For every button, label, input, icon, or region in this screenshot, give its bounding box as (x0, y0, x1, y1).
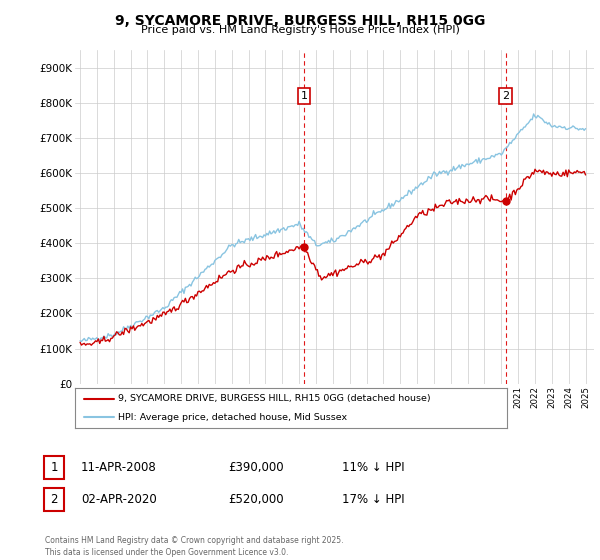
Text: £520,000: £520,000 (228, 493, 284, 506)
Text: Price paid vs. HM Land Registry's House Price Index (HPI): Price paid vs. HM Land Registry's House … (140, 25, 460, 35)
Text: 9, SYCAMORE DRIVE, BURGESS HILL, RH15 0GG: 9, SYCAMORE DRIVE, BURGESS HILL, RH15 0G… (115, 14, 485, 28)
Text: 1: 1 (301, 91, 307, 101)
Text: £390,000: £390,000 (228, 461, 284, 474)
Text: 02-APR-2020: 02-APR-2020 (81, 493, 157, 506)
Text: 11% ↓ HPI: 11% ↓ HPI (342, 461, 404, 474)
Text: HPI: Average price, detached house, Mid Sussex: HPI: Average price, detached house, Mid … (118, 413, 347, 422)
Text: 17% ↓ HPI: 17% ↓ HPI (342, 493, 404, 506)
Text: 9, SYCAMORE DRIVE, BURGESS HILL, RH15 0GG (detached house): 9, SYCAMORE DRIVE, BURGESS HILL, RH15 0G… (118, 394, 431, 403)
Text: Contains HM Land Registry data © Crown copyright and database right 2025.
This d: Contains HM Land Registry data © Crown c… (45, 536, 343, 557)
Text: 11-APR-2008: 11-APR-2008 (81, 461, 157, 474)
Text: 2: 2 (502, 91, 509, 101)
Text: 2: 2 (50, 493, 58, 506)
Text: 1: 1 (50, 461, 58, 474)
